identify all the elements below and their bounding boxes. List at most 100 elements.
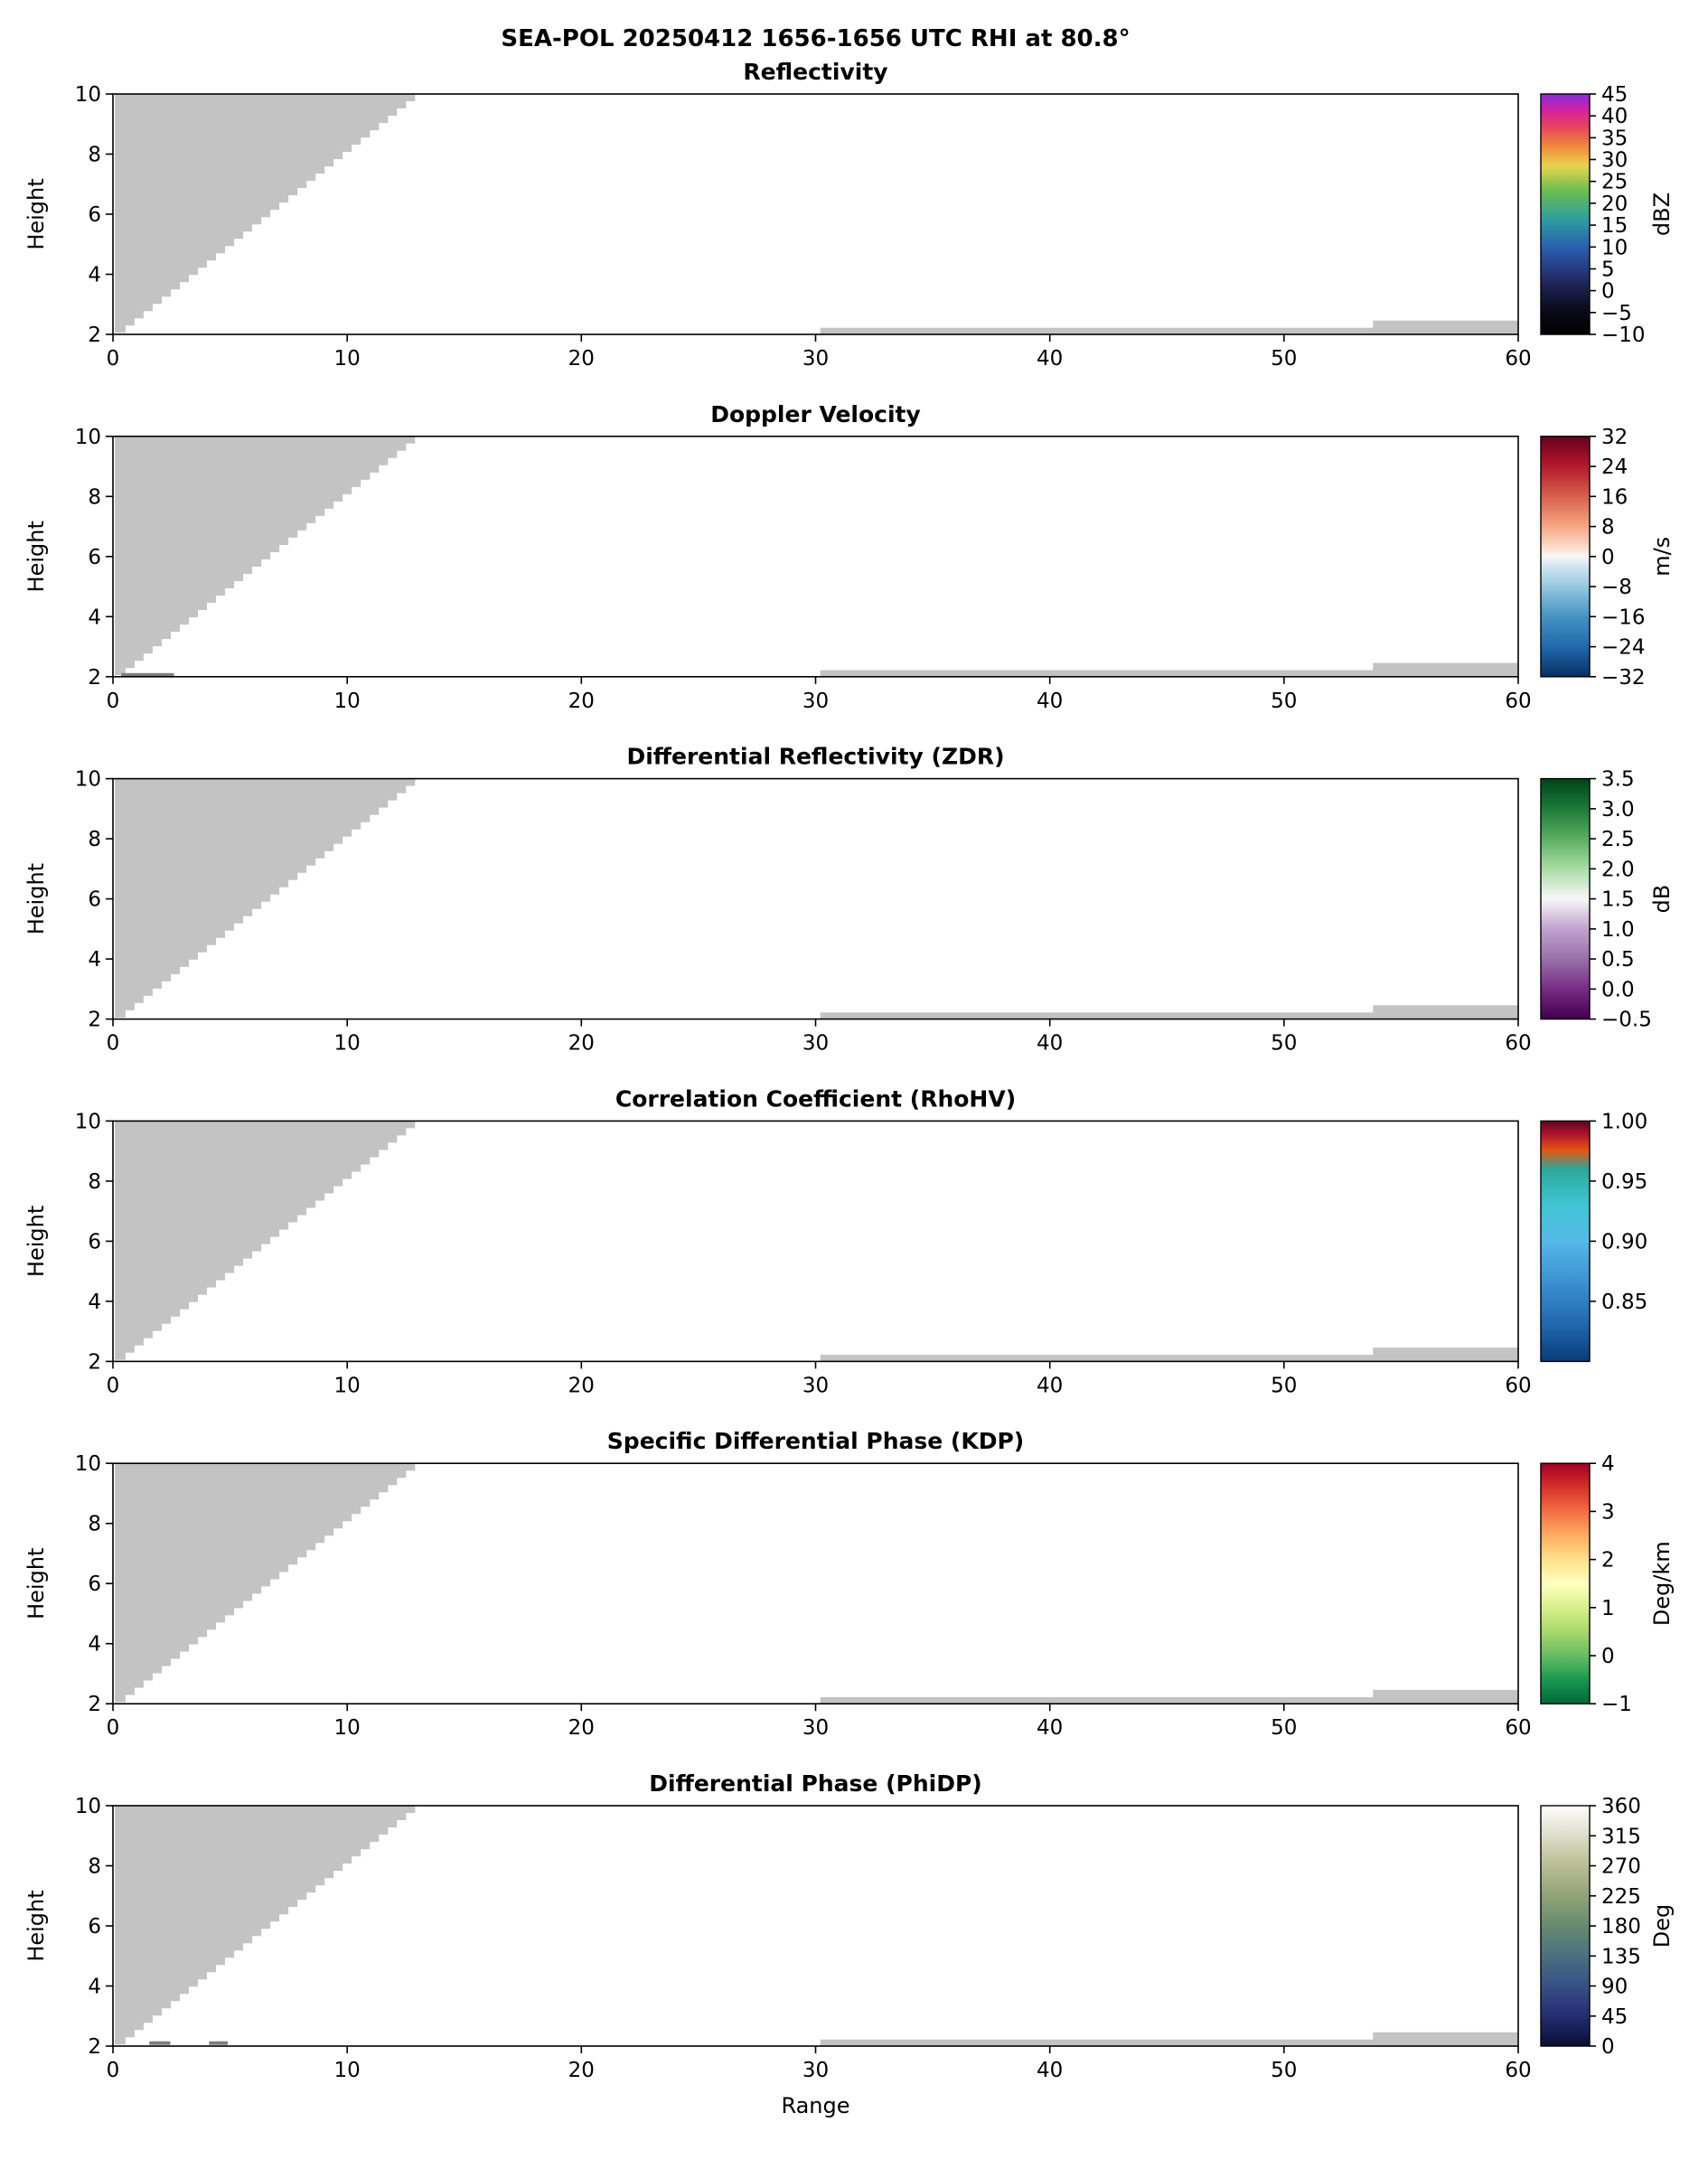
x-tick-label: 30 [802, 690, 829, 713]
colorbar-tick-label: 40 [1601, 105, 1628, 128]
y-tick-label: 8 [88, 1513, 101, 1536]
colorbar-tick-label: −1 [1601, 1693, 1632, 1716]
colorbar-tick-label: 270 [1601, 1855, 1641, 1879]
y-tick-label: 2 [88, 1350, 101, 1374]
y-tick-label: 6 [88, 1915, 101, 1939]
colorbar-kdp [1540, 1462, 1591, 1704]
y-tick-label: 6 [88, 203, 101, 227]
panel-phidp: Differential Phase (PhiDP)0 10 20 30 40 50 602… [23, 1770, 1675, 2118]
x-tick-label: 30 [802, 1716, 829, 1740]
y-tick-label: 4 [88, 1291, 101, 1314]
y-axis-label: Height [23, 178, 49, 249]
panel-title-phidp: Differential Phase (PhiDP) [649, 1770, 981, 1797]
plot-area-kdp [115, 1463, 1518, 1704]
no-data-strip-2 [1373, 1005, 1518, 1019]
x-tick-label: 10 [334, 2059, 361, 2082]
panel-title-zdr: Differential Reflectivity (ZDR) [626, 744, 1004, 770]
plot-area-rhohv [115, 1121, 1518, 1362]
colorbar-tick-label: 2.0 [1601, 858, 1635, 881]
no-data-wedge [115, 436, 416, 676]
y-tick-label: 8 [88, 1170, 101, 1194]
x-tick-label: 30 [802, 2059, 829, 2082]
no-data-wedge [115, 1806, 416, 2045]
panel-kdp: Specific Differential Phase (KDP)0 10 20 30… [23, 1428, 1675, 1740]
colorbar-tick-label: −32 [1601, 666, 1646, 690]
no-data-strip-1 [820, 670, 1518, 677]
plot-area-reflectivity [115, 94, 1518, 334]
y-axis-label: Height [23, 1206, 49, 1277]
x-tick-label: 30 [802, 347, 829, 371]
y-tick-label: 2 [88, 666, 101, 690]
y-tick-label: 8 [88, 828, 101, 851]
y-tick-label: 2 [88, 1009, 101, 1032]
no-data-strip-1 [820, 327, 1518, 334]
y-tick-label: 10 [75, 1110, 101, 1133]
x-tick-label: 50 [1271, 1374, 1297, 1397]
colorbar-tick-label: 10 [1601, 236, 1628, 259]
x-tick-label: 40 [1037, 1374, 1063, 1397]
plot-area-zdr [115, 778, 1518, 1019]
colorbar-tick-label: 25 [1601, 171, 1628, 194]
colorbar-tick-label: 45 [1601, 83, 1628, 107]
colorbar-tick-label: 3.0 [1601, 798, 1635, 822]
colorbar-tick-label: 180 [1601, 1915, 1641, 1939]
x-tick-label: 20 [568, 347, 595, 371]
x-tick-label: 50 [1271, 347, 1297, 371]
x-tick-label: 20 [568, 1032, 595, 1056]
panel-title-kdp: Specific Differential Phase (KDP) [607, 1428, 1024, 1454]
x-tick-label: 60 [1505, 690, 1531, 713]
colorbar-velocity [1540, 436, 1591, 678]
no-data-wedge [115, 1463, 416, 1703]
colorbar-tick-label: 1.00 [1601, 1110, 1647, 1133]
colorbar-zdr [1540, 777, 1591, 1020]
x-tick-label: 50 [1271, 2059, 1297, 2082]
no-data-strip-2 [1373, 320, 1518, 334]
y-tick-label: 8 [88, 144, 101, 167]
x-tick-label: 20 [568, 690, 595, 713]
colorbar-tick-label: 1.0 [1601, 918, 1635, 942]
y-tick-label: 8 [88, 485, 101, 509]
x-tick-label: 20 [568, 1374, 595, 1397]
x-tick-label: 60 [1505, 1716, 1531, 1740]
no-data-strip-2 [1373, 1347, 1518, 1362]
no-data-strip-2 [1373, 662, 1518, 677]
y-tick-label: 2 [88, 324, 101, 347]
y-tick-label: 4 [88, 1976, 101, 1999]
x-tick-label: 60 [1505, 2059, 1531, 2082]
colorbar-tick-label: −24 [1601, 636, 1646, 660]
x-tick-label: 10 [334, 1032, 361, 1056]
y-tick-label: 4 [88, 264, 101, 287]
panel-title-rhohv: Correlation Coefficient (RhoHV) [615, 1085, 1016, 1112]
panel-zdr: Differential Reflectivity (ZDR)0 10 20 30 40… [23, 744, 1675, 1056]
x-tick-label: 10 [334, 1374, 361, 1397]
x-tick-label: 10 [334, 1716, 361, 1740]
no-data-wedge [115, 1121, 416, 1360]
colorbar-tick-label: 0 [1601, 546, 1615, 569]
x-tick-label: 40 [1037, 1032, 1063, 1056]
colorbar-tick-label: 0 [1601, 1645, 1615, 1668]
y-axis-label: Height [23, 1548, 49, 1620]
x-tick-label: 0 [107, 1032, 120, 1056]
x-tick-label: 0 [107, 690, 120, 713]
colorbar-reflectivity [1540, 93, 1591, 335]
y-tick-label: 10 [75, 1452, 101, 1476]
colorbar-phidp [1540, 1805, 1591, 2047]
colorbar-tick-label: 0.0 [1601, 978, 1635, 1001]
x-tick-label: 0 [107, 2059, 120, 2082]
colorbar-tick-label: 45 [1601, 2005, 1628, 2029]
colorbar-tick-label: −0.5 [1601, 1009, 1652, 1032]
colorbar-tick-label: 0 [1601, 2035, 1615, 2059]
x-tick-label: 40 [1037, 2059, 1063, 2082]
colorbar-tick-label: 30 [1601, 149, 1628, 173]
y-tick-label: 4 [88, 948, 101, 972]
colorbar-tick-label: 0 [1601, 280, 1615, 304]
colorbar-tick-label: 8 [1601, 516, 1615, 540]
colorbar-tick-label: 3.5 [1601, 768, 1635, 792]
colorbar-tick-label: 20 [1601, 192, 1628, 216]
y-tick-label: 10 [75, 83, 101, 107]
y-axis-label: Height [23, 521, 49, 592]
no-data-wedge [115, 94, 416, 333]
y-tick-label: 4 [88, 606, 101, 629]
